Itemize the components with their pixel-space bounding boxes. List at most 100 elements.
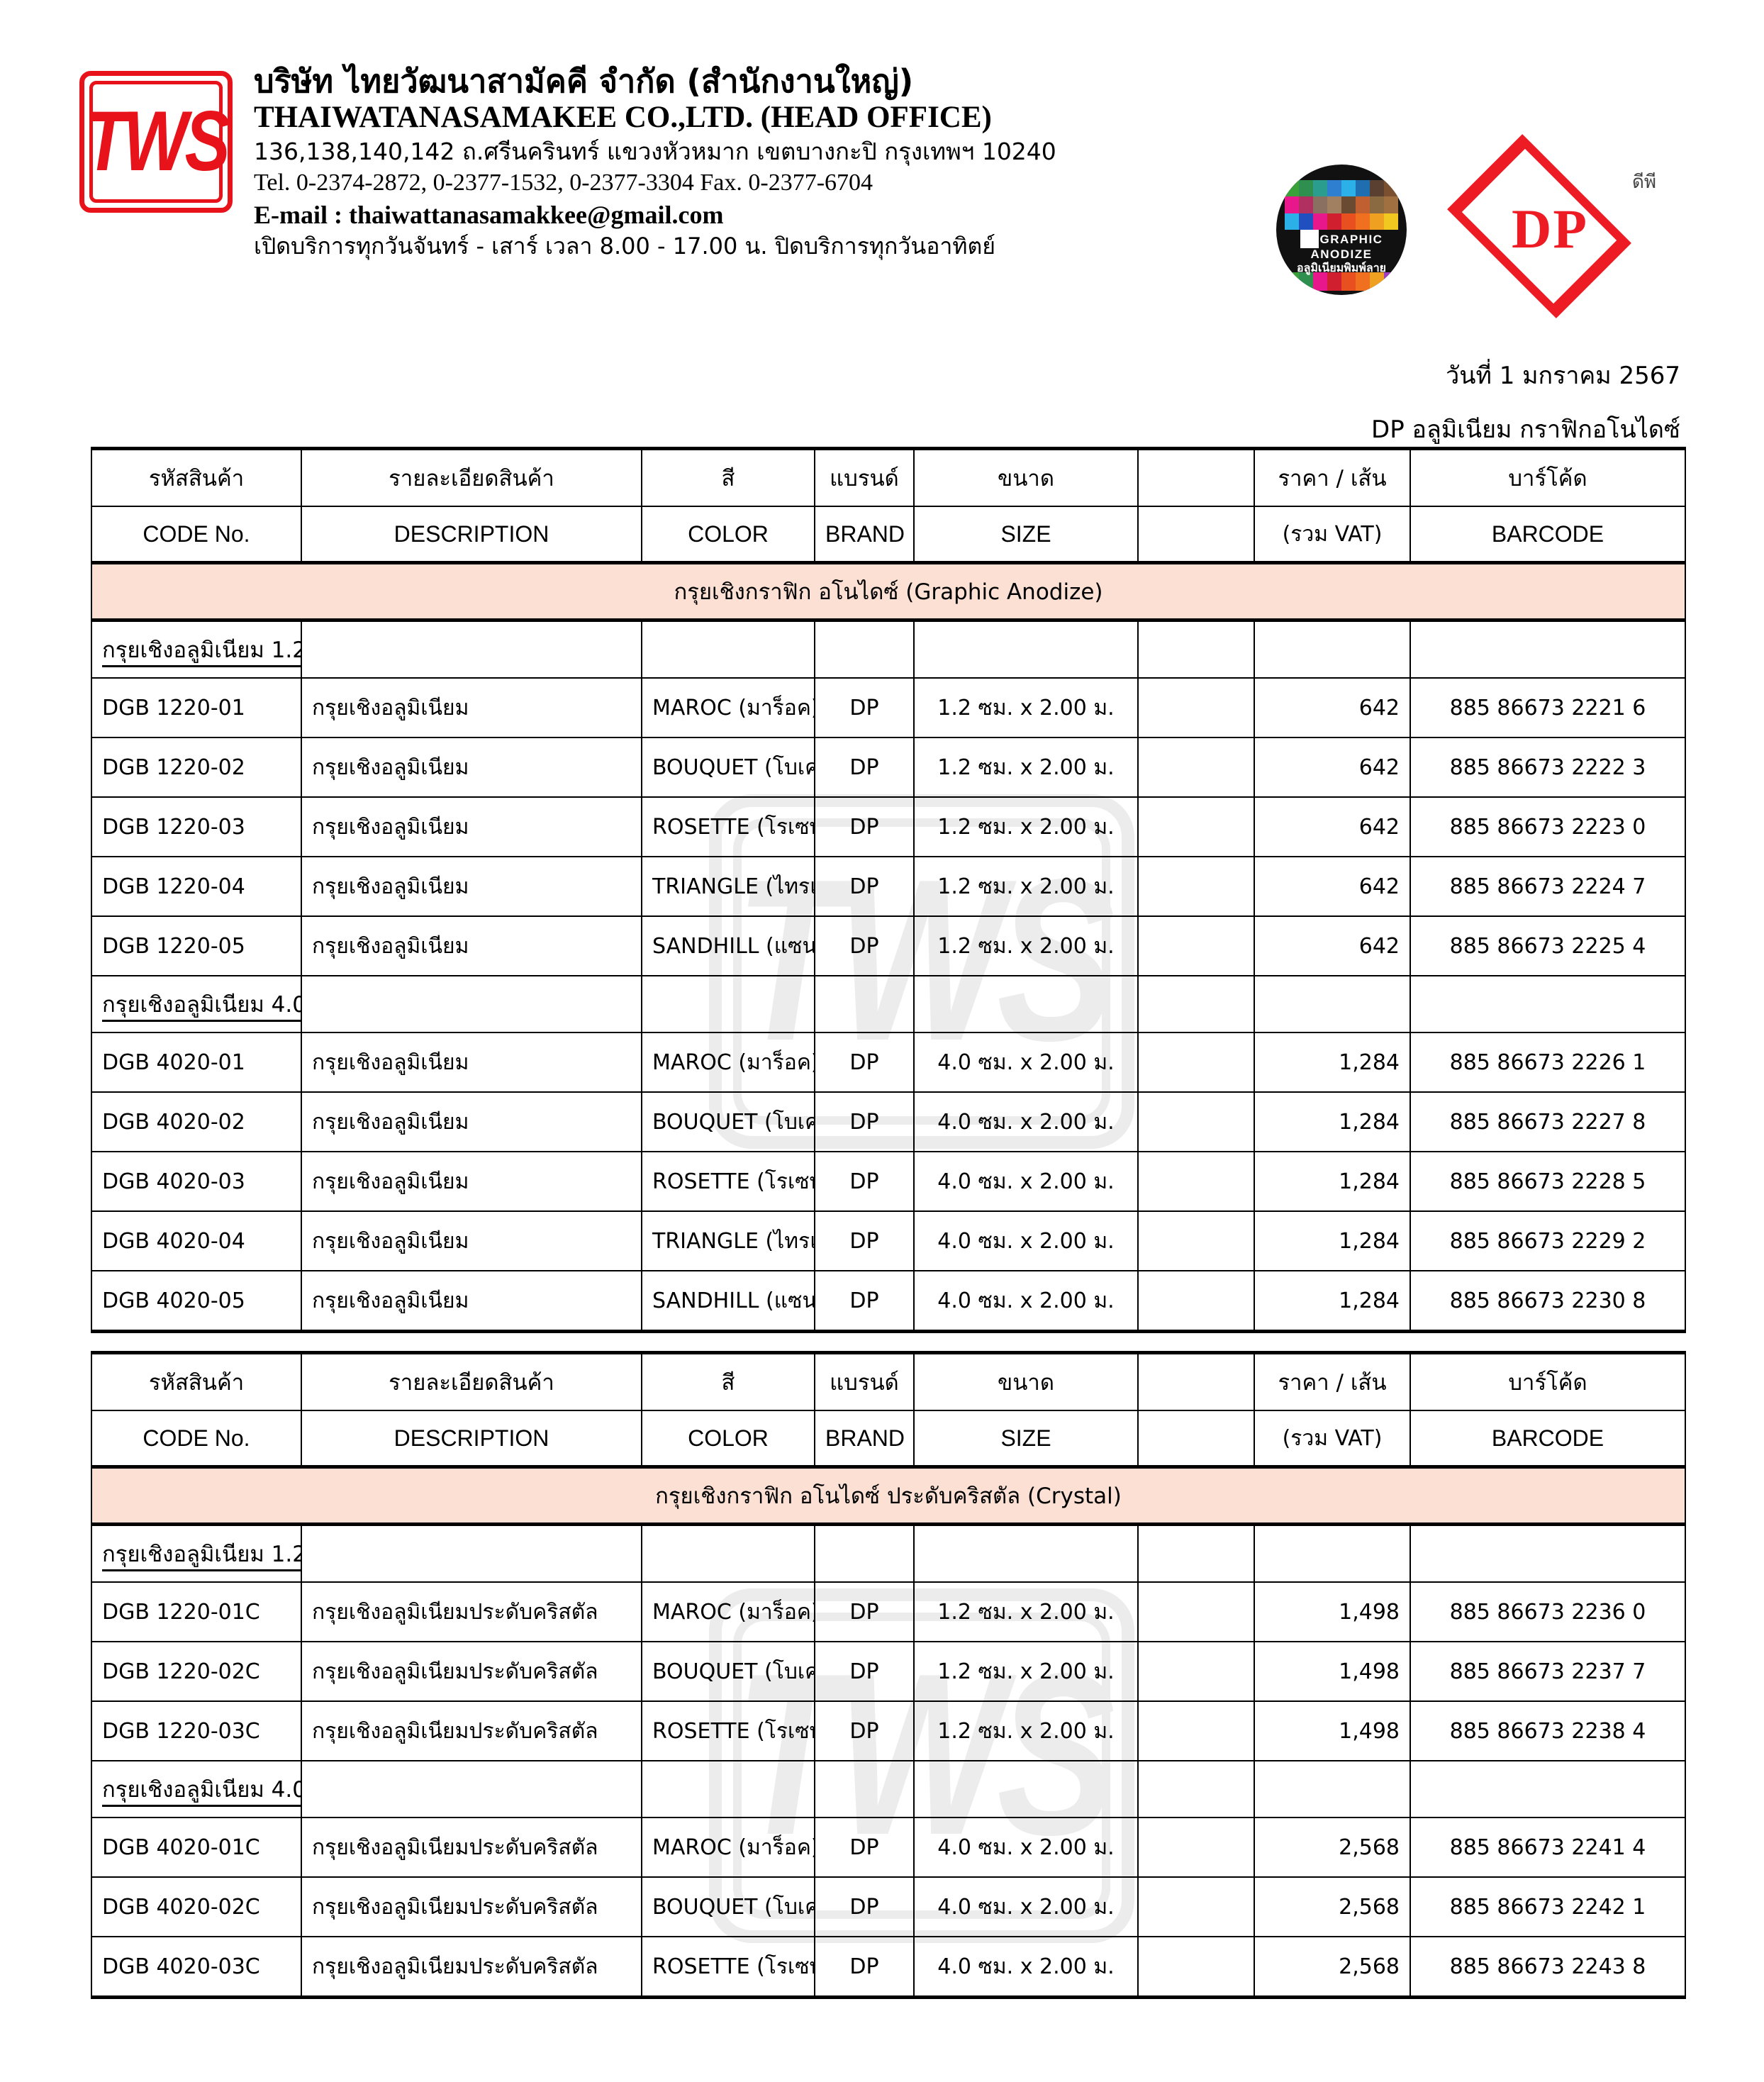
cell-description: กรุยเชิงอลูมิเนียมประดับคริสตัล [301,1936,642,1999]
group-row-spacer [301,1760,642,1818]
cell-description: กรุยเชิงอลูมิเนียมประดับคริสตัล [301,1581,642,1642]
group-row-spacer [1254,1522,1411,1583]
group-row-spacer [913,618,1139,679]
color-swatch [1370,196,1384,213]
color-name-english: SANDHILL [652,933,759,959]
table-row: DGB 4020-01 กรุยเชิงอลูมิเนียม MAROC (มาร็… [91,1032,1686,1093]
color-name-english: MAROC [652,695,732,720]
group-row-spacer [641,1522,815,1583]
column-header-en-7: BARCODE [1409,506,1686,564]
table-header-row-english: CODE No. DESCRIPTION COLOR BRAND SIZE (รวม VA… [91,506,1686,564]
cell-code: DGB 4020-03C [91,1936,302,1999]
group-row-spacer [1409,1760,1686,1818]
cell-size: 1.2 ซม. x 2.00 ม. [913,1641,1139,1702]
cell-size: 1.2 ซม. x 2.00 ม. [913,915,1139,976]
section-band-label: กรุยเชิงกราฟิก อโนไดซ์ ประดับคริสตัล (Cr… [91,1465,1686,1525]
company-hours: เปิดบริการทุกวันจันทร์ - เสาร์ เวลา 8.00… [254,232,996,260]
cell-size: 4.0 ซม. x 2.00 ม. [913,1936,1139,1999]
color-name-english: ROSETTE [652,814,750,840]
color-swatch [1327,180,1341,197]
color-name-english: ROSETTE [652,1954,750,1979]
cell-spacer [1137,1817,1255,1878]
column-header-en-5 [1137,1410,1255,1468]
color-swatch-strip [1285,272,1398,291]
cell-color: ROSETTE (โรเซท) [641,796,815,857]
price-table-graphic-anodize: รหัสสินค้า รายละเอียดสินค้า สี แบรนด์ ขนาด รา… [91,447,1686,1333]
cell-price: 1,284 [1254,1151,1411,1212]
cell-brand: DP [814,1581,915,1642]
color-name-english: MAROC [652,1835,732,1860]
group-label-text: กรุยเชิงอลูมิเนียม 1.2 ซม. [102,1542,300,1571]
column-header-en-5 [1137,506,1255,564]
group-row-spacer [913,1522,1139,1583]
cell-size: 4.0 ซม. x 2.00 ม. [913,1151,1139,1212]
group-row-spacer [641,618,815,679]
color-swatch [1327,272,1341,291]
cell-color: BOUQUET (โบเค) [641,737,815,798]
dp-logo-thai: ดีพี [1632,172,1657,193]
tws-logo-text: TWS [84,94,230,189]
cell-brand: DP [814,1876,915,1937]
table-row: DGB 4020-03C กรุยเชิงอลูมิเนียมประดับคริส… [91,1936,1686,1999]
table-row: DGB 1220-03 กรุยเชิงอลูมิเนียม ROSETTE (โร… [91,796,1686,857]
color-swatch [1384,213,1398,230]
color-swatch [1341,180,1356,197]
column-header-en-4: SIZE [913,1410,1139,1468]
column-header-th-4: ขนาด [913,447,1139,507]
cell-barcode: 885 86673 2228 5 [1409,1151,1686,1212]
table-row: DGB 1220-04 กรุยเชิงอลูมิเนียม TRIANGLE (ไ… [91,856,1686,917]
color-swatch [1285,196,1299,213]
color-name-thai: (โบเค) [764,1659,813,1684]
table-row: DGB 1220-02 กรุยเชิงอลูมิเนียม BOUQUET (โบ… [91,737,1686,798]
color-swatch-grid [1285,180,1398,230]
cell-spacer [1137,737,1255,798]
cell-brand: DP [814,1817,915,1878]
company-address: 136,138,140,142 ถ.ศรีนครินทร์ แขวงหัวหมา… [254,137,1056,165]
group-row-spacer [814,618,915,679]
group-label-text: กรุยเชิงอลูมิเนียม 4.0 ซม. [102,1777,300,1807]
cell-size: 1.2 ซม. x 2.00 ม. [913,796,1139,857]
cell-size: 4.0 ซม. x 2.00 ม. [913,1270,1139,1333]
color-swatch [1285,180,1299,197]
color-name-english: BOUQUET [652,1659,758,1684]
group-label-text: กรุยเชิงอลูมิเนียม 1.2 ซม. [102,638,300,667]
cell-code: DGB 4020-03 [91,1151,302,1212]
cell-description: กรุยเชิงอลูมิเนียม [301,737,642,798]
color-name-english: BOUQUET [652,1894,758,1920]
section-band-row: กรุยเชิงกราฟิก อโนไดซ์ (Graphic Anodize) [91,561,1686,621]
cell-barcode: 885 86673 2242 1 [1409,1876,1686,1937]
cell-spacer [1137,1091,1255,1152]
cell-size: 1.2 ซม. x 2.00 ม. [913,737,1139,798]
cell-spacer [1137,1270,1255,1333]
cell-spacer [1137,915,1255,976]
group-row-spacer [1254,975,1411,1033]
cell-barcode: 885 86673 2226 1 [1409,1032,1686,1093]
cell-color: BOUQUET (โบเค) [641,1641,815,1702]
color-name-english: TRIANGLE [652,874,759,899]
cell-brand: DP [814,1151,915,1212]
cell-price: 2,568 [1254,1817,1411,1878]
group-row-spacer [1137,975,1255,1033]
cell-size: 4.0 ซม. x 2.00 ม. [913,1091,1139,1152]
anodize-badge-label: GRAPHIC ANODIZE อลูมิเนียมพิมพ์ลาย [1276,230,1407,274]
cell-code: DGB 1220-03 [91,796,302,857]
cell-code: DGB 1220-01 [91,677,302,738]
cell-brand: DP [814,1936,915,1999]
cell-color: SANDHILL (แซนฮิล) [641,915,815,976]
cell-brand: DP [814,1641,915,1702]
color-swatch [1299,272,1313,291]
group-row-spacer [1137,618,1255,679]
cell-code: DGB 4020-05 [91,1270,302,1333]
cell-size: 4.0 ซม. x 2.00 ม. [913,1876,1139,1937]
cell-code: DGB 4020-02 [91,1091,302,1152]
company-phone: Tel. 0-2374-2872, 0-2377-1532, 0-2377-33… [254,169,873,196]
cell-spacer [1137,1936,1255,1999]
column-header-th-7: บาร์โค้ด [1409,1351,1686,1411]
company-name-english: THAIWATANASAMAKEE CO.,LTD. (HEAD OFFICE) [254,101,992,135]
cell-size: 1.2 ซม. x 2.00 ม. [913,677,1139,738]
color-swatch [1341,196,1356,213]
column-header-th-3: แบรนด์ [814,1351,915,1411]
cell-brand: DP [814,1091,915,1152]
column-header-en-7: BARCODE [1409,1410,1686,1468]
color-name-english: TRIANGLE [652,1228,759,1254]
